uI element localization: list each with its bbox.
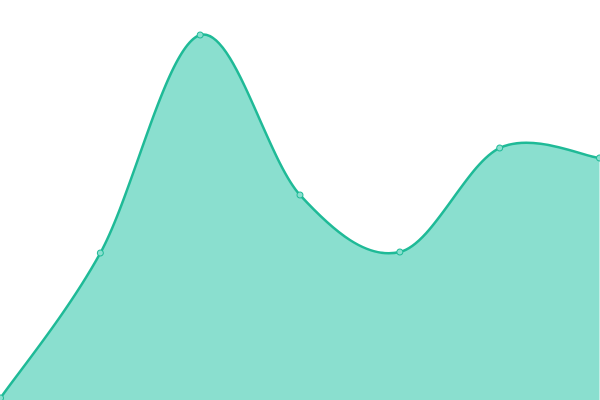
area-fill [0, 34, 600, 400]
data-point-0 [0, 394, 4, 400]
data-point-2 [196, 31, 204, 39]
data-point-5 [496, 144, 504, 152]
data-point-1 [96, 249, 104, 257]
data-point-6 [596, 154, 600, 162]
data-point-3 [296, 191, 304, 199]
data-points [0, 31, 600, 400]
data-point-4 [396, 248, 404, 256]
